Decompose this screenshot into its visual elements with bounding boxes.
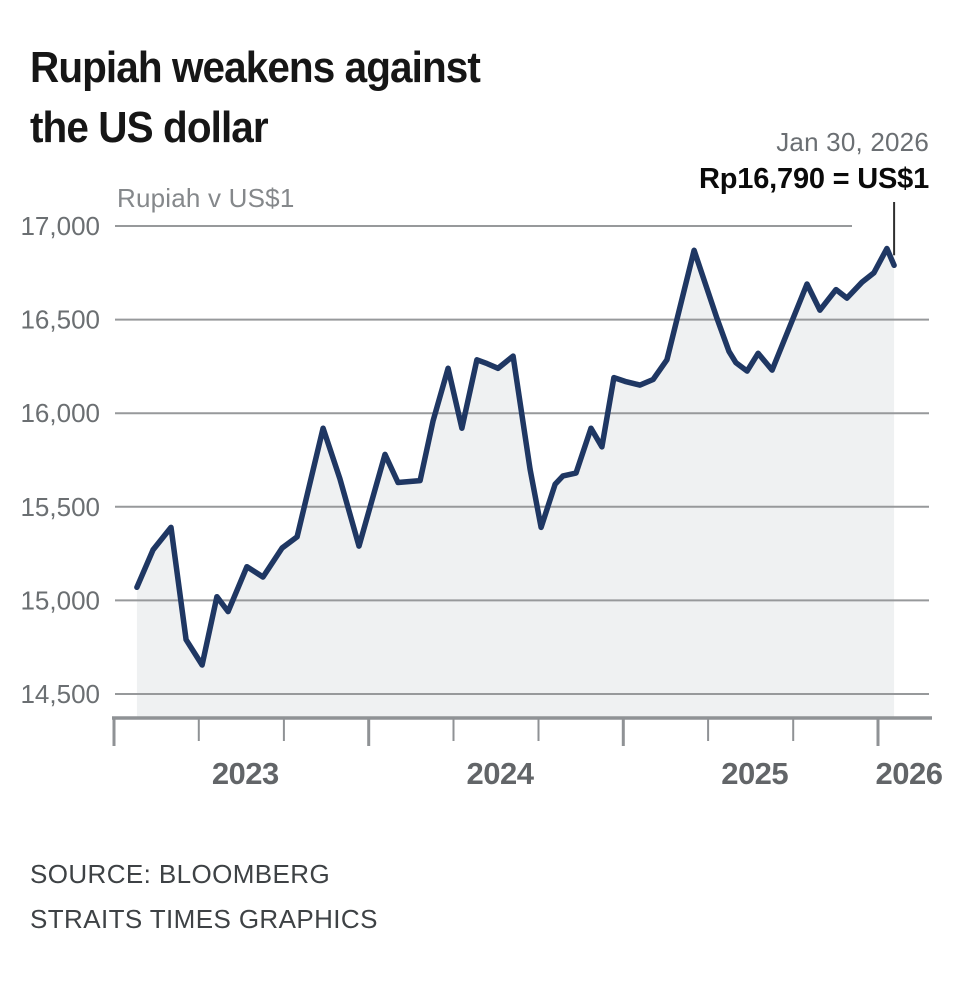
series-label: Rupiah v US$1 <box>117 183 295 213</box>
y-axis-label-16000: 16,000 <box>20 398 100 428</box>
x-axis-label-2026: 2026 <box>876 756 943 791</box>
y-axis-label-14500: 14,500 <box>20 679 100 709</box>
source-line-2: STRAITS TIMES GRAPHICS <box>30 903 378 934</box>
x-axis-label-2025: 2025 <box>721 756 788 791</box>
x-axis-label-2023: 2023 <box>212 756 279 791</box>
annotation-value: Rp16,790 = US$1 <box>699 163 929 195</box>
y-axis-label-16500: 16,500 <box>20 305 100 335</box>
y-axis-label-15500: 15,500 <box>20 492 100 522</box>
source-credit: SOURCE: BLOOMBERG STRAITS TIMES GRAPHICS <box>30 852 378 941</box>
annotation-date: Jan 30, 2026 <box>776 127 929 157</box>
source-line-1: SOURCE: BLOOMBERG <box>30 859 331 889</box>
title-line-2: the US dollar <box>30 102 269 152</box>
last-point-annotation: Jan 30, 2026 Rp16,790 = US$1 <box>699 127 929 196</box>
exchange-rate-line <box>134 245 897 668</box>
x-axis-label-2024: 2024 <box>467 756 535 791</box>
page-title: Rupiah weakens against the US dollar <box>30 38 481 158</box>
y-axis-label-17000: 17,000 <box>20 211 100 241</box>
title-line-1: Rupiah weakens against <box>30 43 481 92</box>
y-axis-label-15000: 15,000 <box>20 585 100 615</box>
